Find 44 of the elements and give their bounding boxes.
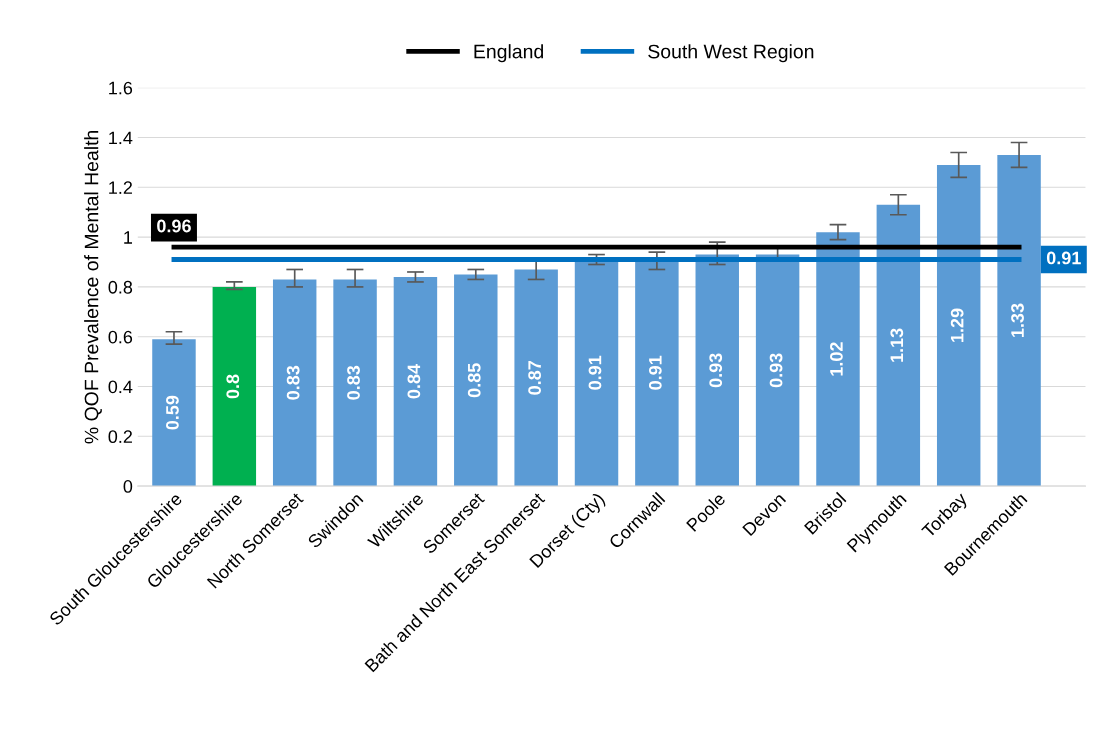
data-label: 1.13 [890, 328, 904, 362]
bar [333, 279, 377, 487]
data-label: 0.87 [528, 361, 541, 395]
bar [876, 204, 921, 487]
data-label: 0.96 [157, 219, 191, 233]
bar [393, 276, 438, 487]
bar [936, 164, 981, 487]
y-tick-label: 0.4 [108, 380, 133, 394]
data-label: 1.02 [830, 342, 843, 376]
data-label: 0.91 [648, 355, 662, 390]
data-label: 0.93 [709, 353, 723, 388]
data-label: 0.93 [769, 353, 783, 388]
y-tick-label: 0 [123, 480, 133, 493]
data-label: 1.29 [950, 308, 964, 342]
bar [212, 286, 257, 487]
data-label: 0.84 [407, 364, 421, 399]
data-label: 0.8 [226, 374, 240, 399]
bar [574, 259, 619, 487]
y-tick-label: 1.6 [109, 81, 133, 95]
data-label: 0.91 [1046, 251, 1081, 265]
bar [755, 254, 800, 487]
bar [635, 259, 679, 487]
bar [695, 254, 739, 487]
data-label: 0.91 [588, 355, 602, 390]
data-label: 0.83 [286, 365, 300, 400]
bar [997, 154, 1041, 487]
data-label: 0.85 [467, 363, 481, 398]
y-tick-label: 0.8 [108, 280, 133, 294]
y-tick-label: 0.2 [108, 430, 132, 444]
bar [454, 274, 498, 487]
bar [514, 269, 558, 487]
y-tick-label: 1.2 [109, 181, 132, 194]
bar [272, 279, 317, 487]
y-tick-label: 1.4 [109, 131, 133, 145]
bar [152, 339, 196, 487]
data-label: 0.83 [347, 365, 360, 400]
data-label: 1.33 [1011, 303, 1024, 337]
y-tick-label: 0.6 [108, 330, 133, 344]
data-label: 0.59 [166, 395, 179, 430]
y-tick-label: 1 [124, 231, 133, 244]
bar [816, 232, 860, 487]
y-axis-title: % QOF Prevalence of Mental Health [84, 130, 102, 444]
legend-label: South West Region [648, 44, 814, 63]
legend-label: England [474, 44, 543, 63]
